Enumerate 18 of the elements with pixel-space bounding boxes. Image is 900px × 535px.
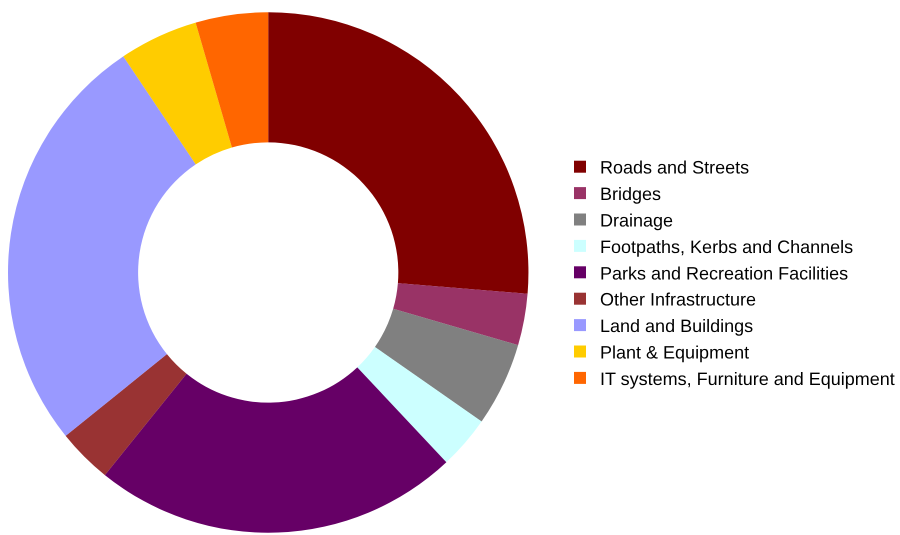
legend-label: Plant & Equipment [600, 342, 750, 363]
donut-slice [66, 354, 187, 476]
donut-slice [8, 56, 196, 436]
donut-slice [196, 12, 268, 148]
legend-label: Bridges [600, 184, 662, 204]
donut-slice [393, 283, 528, 346]
legend-label: Land and Buildings [600, 316, 754, 336]
legend-label: IT systems, Furniture and Equipment [600, 368, 895, 389]
donut-slice [374, 308, 518, 422]
legend-label: Parks and Recreation Facilities [600, 263, 848, 284]
donut-slice [357, 346, 482, 462]
legend-label: Footpaths, Kerbs and Channels [600, 236, 854, 257]
legend-label: Other Infrastructure [600, 290, 756, 310]
donut-slice [104, 367, 446, 533]
donut-slice [123, 22, 232, 164]
legend-label: Roads and Streets [600, 158, 750, 178]
legend-label: Drainage [600, 210, 674, 231]
donut-slice [268, 12, 528, 294]
